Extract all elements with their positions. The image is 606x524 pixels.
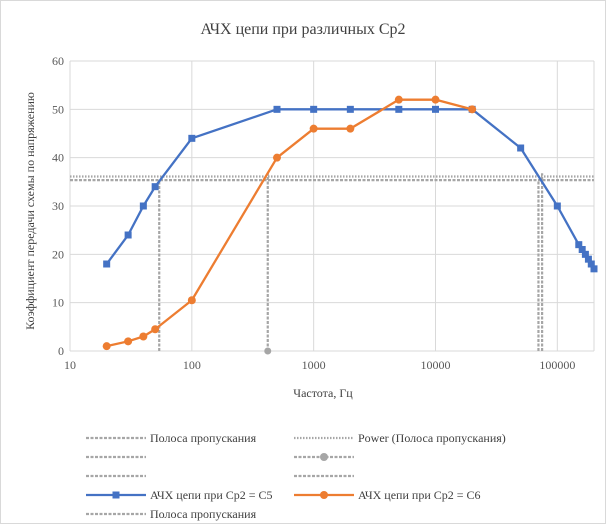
legend-label: Полоса пропускания: [150, 507, 257, 521]
data-point: [310, 105, 318, 113]
data-point: [309, 124, 318, 133]
y-tick-label: 50: [52, 102, 64, 116]
legend: Полоса пропускания Power (Полоса пропуска…: [86, 431, 506, 521]
chart-title: АЧХ цепи при различных Ср2: [201, 21, 406, 38]
x-tick-label: 1000: [302, 358, 326, 372]
legend-entry: АЧХ цепи при Ср2 = С6: [294, 488, 481, 502]
legend-entry: АЧХ цепи при Ср2 = С5: [86, 488, 273, 502]
data-point: [553, 202, 561, 210]
series-layer: [102, 95, 598, 351]
y-tick-label: 60: [52, 54, 64, 68]
reference-lines: [70, 173, 594, 355]
legend-entry: Полоса пропускания: [86, 507, 257, 521]
data-point: [103, 260, 111, 268]
legend-entry: Полоса пропускания: [86, 431, 257, 445]
x-tick-label: 10: [64, 358, 76, 372]
x-tick-label: 100: [183, 358, 201, 372]
y-tick-label: 40: [52, 151, 64, 165]
legend-marker: [320, 453, 328, 461]
data-point: [517, 144, 525, 152]
x-tick-label: 100000: [539, 358, 575, 372]
data-point: [151, 183, 159, 191]
legend-label: Power (Полоса пропускания): [358, 431, 506, 445]
x-axis-label: Частота, Гц: [293, 386, 353, 400]
data-point: [431, 105, 439, 113]
data-point: [188, 134, 196, 142]
data-point: [151, 325, 160, 334]
y-tick-label: 30: [52, 199, 64, 213]
data-point: [431, 95, 440, 104]
legend-marker: [320, 491, 328, 499]
legend-label: АЧХ цепи при Ср2 = С5: [150, 488, 273, 502]
y-tick-label: 0: [58, 344, 64, 358]
series-2: [102, 95, 477, 351]
data-point: [139, 332, 148, 341]
legend-entry: Power (Полоса пропускания): [294, 431, 506, 445]
data-point: [395, 105, 403, 113]
data-point: [584, 255, 592, 263]
legend-label: АЧХ цепи при Ср2 = С6: [358, 488, 481, 502]
data-point: [468, 105, 477, 114]
legend-label: Полоса пропускания: [150, 431, 257, 445]
y-tick-label: 10: [52, 296, 64, 310]
data-point: [124, 231, 132, 239]
data-point: [102, 342, 111, 351]
legend-marker: [112, 491, 120, 499]
data-point: [272, 153, 281, 162]
data-point: [394, 95, 403, 104]
data-point: [139, 202, 147, 210]
data-point: [124, 337, 133, 346]
data-point: [581, 250, 589, 258]
y-axis-label: Коэффициент передачи схемы по напряжению: [23, 92, 37, 330]
data-point: [346, 105, 354, 113]
y-tick-label: 20: [52, 247, 64, 261]
data-point: [187, 296, 196, 305]
x-tick-label: 10000: [420, 358, 450, 372]
reference-point: [264, 347, 272, 355]
data-point: [346, 124, 355, 133]
data-point: [273, 105, 281, 113]
data-point: [590, 265, 598, 273]
data-point: [578, 246, 586, 253]
data-point: [587, 260, 595, 268]
data-point: [575, 241, 583, 249]
legend-entry: [294, 453, 354, 461]
